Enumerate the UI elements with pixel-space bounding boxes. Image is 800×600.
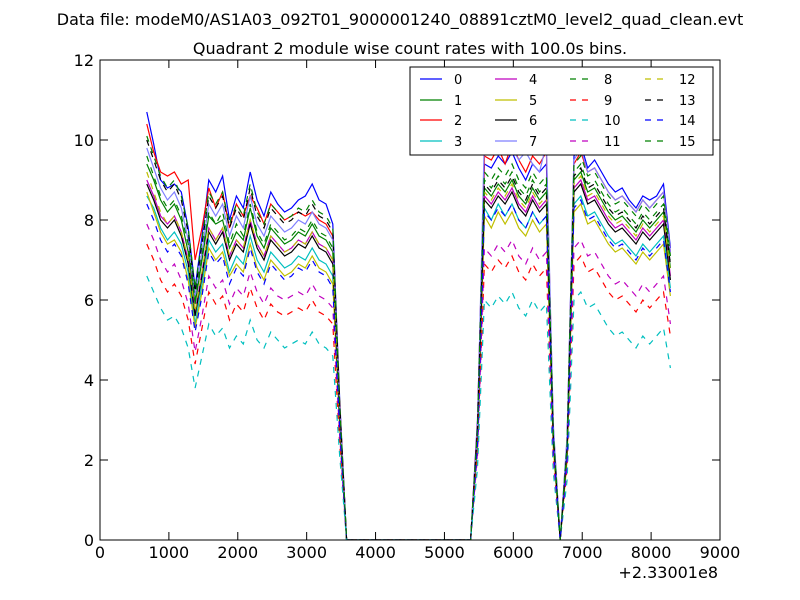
series-line-10: [146, 275, 671, 540]
legend-label: 2: [454, 114, 462, 129]
x-tick-label: 9000: [700, 543, 741, 562]
plot-frame: [99, 59, 721, 541]
series-line-1: [146, 163, 671, 540]
x-tick-label: 6000: [493, 543, 534, 562]
legend-label: 8: [604, 73, 612, 88]
y-tick-label: 2: [84, 451, 94, 470]
x-tick-label: 3000: [286, 543, 327, 562]
series-line-14: [146, 198, 671, 540]
x-tick-label: 2000: [217, 543, 258, 562]
x-tick-label: 0: [95, 543, 105, 562]
series-line-8: [146, 155, 671, 540]
legend-label: 10: [604, 114, 621, 129]
y-tick-label: 10: [74, 131, 94, 150]
y-tick-label: 8: [84, 211, 94, 230]
y-tick-label: 0: [84, 531, 94, 550]
series-group: [146, 111, 671, 540]
series-line-15: [146, 135, 671, 540]
y-tick-label: 12: [74, 51, 94, 70]
legend-label: 12: [679, 73, 696, 88]
axis-ticks: 0 1000 2000 3000 4000 5000 6000 7000 8000 9000 0 2 4…: [74, 51, 741, 562]
legend-label: 15: [679, 135, 696, 150]
x-tick-label: 7000: [562, 543, 603, 562]
legend-label: 14: [679, 114, 696, 129]
series-line-5: [146, 191, 671, 540]
x-tick-label: 8000: [631, 543, 672, 562]
legend-label: 13: [679, 94, 696, 109]
legend-label: 3: [454, 135, 462, 150]
legend-label: 11: [604, 135, 621, 150]
x-offset-label: +2.33001e8: [618, 563, 718, 582]
series-line-3: [146, 194, 671, 540]
series-line-6: [146, 182, 671, 540]
x-tick-label: 4000: [355, 543, 396, 562]
x-tick-label: 5000: [424, 543, 465, 562]
chart-title: Quadrant 2 module wise count rates with …: [193, 39, 627, 58]
legend-label: 6: [529, 114, 537, 129]
legend-label: 0: [454, 73, 462, 88]
series-line-9: [146, 243, 671, 540]
legend-label: 4: [529, 73, 537, 88]
series-line-7: [146, 134, 671, 540]
x-tick-label: 1000: [149, 543, 190, 562]
series-line-11: [146, 223, 671, 540]
y-tick-label: 4: [84, 371, 94, 390]
legend-label: 5: [529, 94, 537, 109]
series-line-2: [146, 123, 671, 540]
series-line-13: [146, 139, 671, 540]
legend-frame: [409, 66, 714, 156]
legend-label: 1: [454, 94, 462, 109]
series-line-4: [146, 178, 671, 540]
figure-suptitle: Data file: modeM0/AS1A03_092T01_90000012…: [57, 10, 743, 30]
legend-label: 9: [604, 94, 612, 109]
legend-label: 7: [529, 135, 537, 150]
y-tick-label: 6: [84, 291, 94, 310]
